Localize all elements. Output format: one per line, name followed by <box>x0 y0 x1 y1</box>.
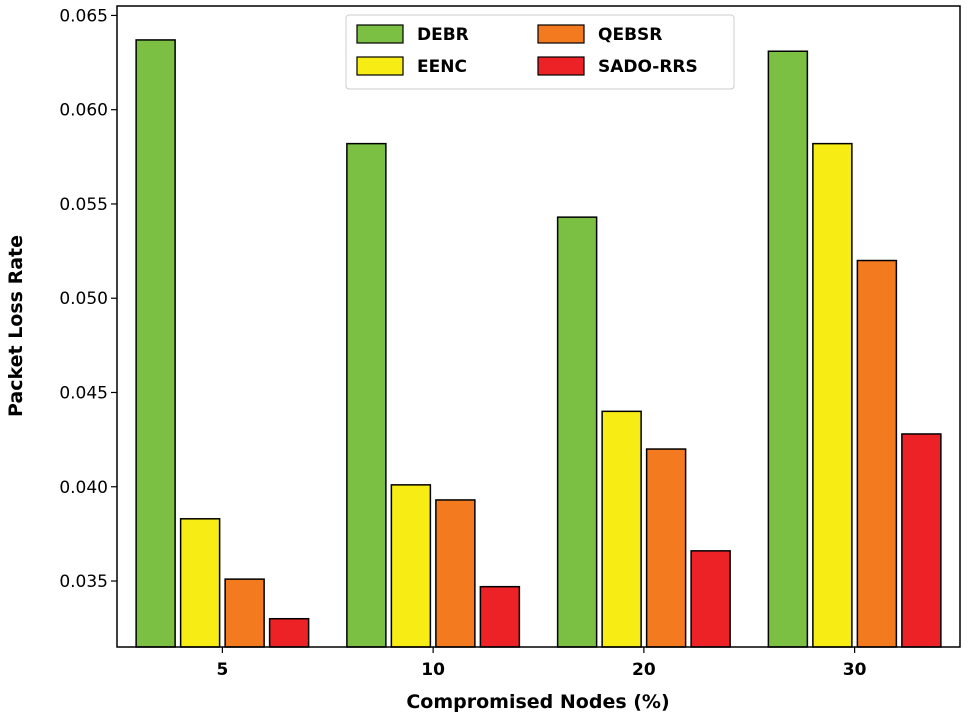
bar-debr-30 <box>767 50 809 648</box>
y-tick-label: 0.060 <box>59 101 108 121</box>
bar-debr-20 <box>556 216 598 648</box>
bar-eenc-5 <box>179 518 221 648</box>
bar-sado-rrs-5 <box>268 617 310 648</box>
plot-frame <box>116 5 961 648</box>
x-tick-label: 5 <box>216 660 228 680</box>
bar-qebsr-10 <box>435 499 476 648</box>
y-tick-label: 0.055 <box>59 195 108 215</box>
legend-box <box>345 14 735 90</box>
legend-swatch-eenc <box>356 56 404 76</box>
y-tick-label: 0.040 <box>59 478 108 498</box>
bar-sado-rrs-10 <box>479 585 521 648</box>
x-axis-ticks: 5 10 20 30 <box>216 647 867 680</box>
legend-label-eenc: EENC <box>417 57 467 77</box>
legend-label-debr: DEBR <box>417 25 469 45</box>
legend-label-sado-rrs: SADO-RRS <box>598 57 698 77</box>
bar-eenc-20 <box>601 410 642 648</box>
legend-swatch-qebsr <box>537 24 585 44</box>
bar-eenc-10 <box>390 484 432 648</box>
bar-debr-10 <box>346 142 387 648</box>
bar-qebsr-20 <box>645 448 687 648</box>
legend-label-qebsr: QEBSR <box>598 25 662 45</box>
bar-debr-5 <box>135 39 176 648</box>
legend: DEBR EENC QEBSR SADO-RRS <box>345 14 735 90</box>
legend-swatch-sado-rrs <box>537 56 585 76</box>
bar-sado-rrs-30 <box>901 433 942 648</box>
bar-eenc-30 <box>812 142 853 648</box>
bar-qebsr-30 <box>856 259 898 648</box>
bars-group <box>135 39 942 648</box>
x-axis-label: Compromised Nodes (%) <box>406 691 669 713</box>
y-tick-label: 0.045 <box>59 383 108 403</box>
y-axis-ticks: 0.035 0.040 0.045 0.050 0.055 0.060 0.065 <box>59 6 117 592</box>
legend-swatch-debr <box>356 24 404 44</box>
y-tick-label: 0.050 <box>59 289 108 309</box>
x-tick-label: 10 <box>421 660 445 680</box>
x-tick-label: 20 <box>632 660 656 680</box>
y-tick-label: 0.035 <box>59 572 108 592</box>
y-axis-label: Packet Loss Rate <box>5 235 27 417</box>
bar-sado-rrs-20 <box>690 550 731 648</box>
y-tick-label: 0.065 <box>59 6 108 26</box>
x-tick-label: 30 <box>843 660 867 680</box>
bar-qebsr-5 <box>224 578 265 648</box>
